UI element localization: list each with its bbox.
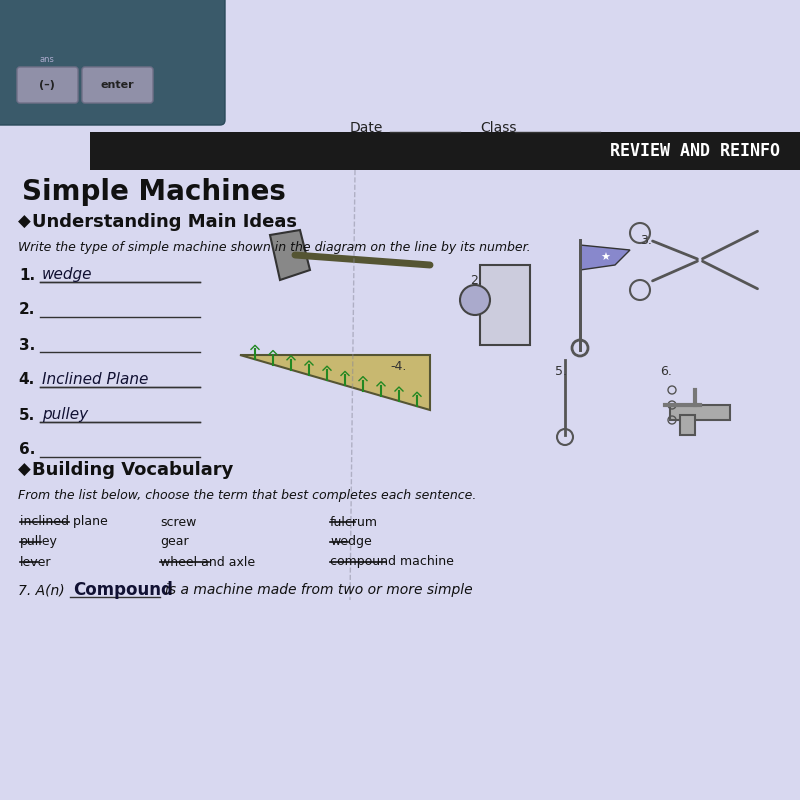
Text: Compound: Compound — [73, 581, 173, 599]
Polygon shape — [580, 245, 630, 270]
Text: 2.: 2. — [470, 274, 482, 286]
Text: is a machine made from two or more simple: is a machine made from two or more simpl… — [165, 583, 473, 597]
Text: Class: Class — [480, 121, 517, 135]
Text: Date: Date — [350, 121, 383, 135]
Text: 3.: 3. — [18, 338, 35, 353]
Text: 6.: 6. — [660, 365, 672, 378]
FancyBboxPatch shape — [17, 67, 78, 103]
Bar — [90, 132, 800, 170]
Text: ans: ans — [39, 55, 54, 64]
Text: lever: lever — [20, 555, 51, 569]
Bar — [480, 265, 530, 345]
Bar — [670, 405, 730, 420]
Text: Write the type of simple machine shown in the diagram on the line by its number.: Write the type of simple machine shown i… — [18, 241, 530, 254]
FancyBboxPatch shape — [0, 0, 225, 125]
Text: gear: gear — [160, 535, 189, 549]
Text: fulcrum: fulcrum — [330, 515, 378, 529]
Text: Building Vocabulary: Building Vocabulary — [32, 461, 234, 479]
Text: compound machine: compound machine — [330, 555, 454, 569]
Text: pulley: pulley — [42, 407, 88, 422]
Text: 1.: 1. — [19, 267, 35, 282]
Text: wedge: wedge — [330, 535, 372, 549]
Text: 5.: 5. — [555, 365, 567, 378]
Text: enter: enter — [100, 80, 134, 90]
Text: 4.: 4. — [18, 373, 35, 387]
Circle shape — [460, 285, 490, 315]
Bar — [680, 415, 695, 435]
Polygon shape — [240, 355, 430, 410]
Text: 5.: 5. — [18, 407, 35, 422]
Polygon shape — [270, 230, 310, 280]
Text: -4.: -4. — [390, 360, 406, 373]
Text: ◆: ◆ — [18, 461, 30, 479]
Text: Inclined Plane: Inclined Plane — [42, 373, 148, 387]
Text: (–): (–) — [39, 80, 55, 90]
Text: 2.: 2. — [18, 302, 35, 318]
Text: From the list below, choose the term that best completes each sentence.: From the list below, choose the term tha… — [18, 489, 476, 502]
Text: wedge: wedge — [42, 267, 93, 282]
Text: ★: ★ — [600, 253, 610, 263]
Text: 7. A(n): 7. A(n) — [18, 583, 65, 597]
Text: pulley: pulley — [20, 535, 58, 549]
Text: inclined plane: inclined plane — [20, 515, 108, 529]
Text: ◆: ◆ — [18, 213, 30, 231]
FancyBboxPatch shape — [82, 67, 153, 103]
Text: screw: screw — [160, 515, 196, 529]
Text: REVIEW AND REINFO: REVIEW AND REINFO — [610, 142, 780, 160]
Text: wheel and axle: wheel and axle — [160, 555, 255, 569]
Text: Understanding Main Ideas: Understanding Main Ideas — [32, 213, 297, 231]
Text: 6.: 6. — [18, 442, 35, 458]
Text: 3.: 3. — [640, 234, 652, 246]
Text: Simple Machines: Simple Machines — [22, 178, 286, 206]
